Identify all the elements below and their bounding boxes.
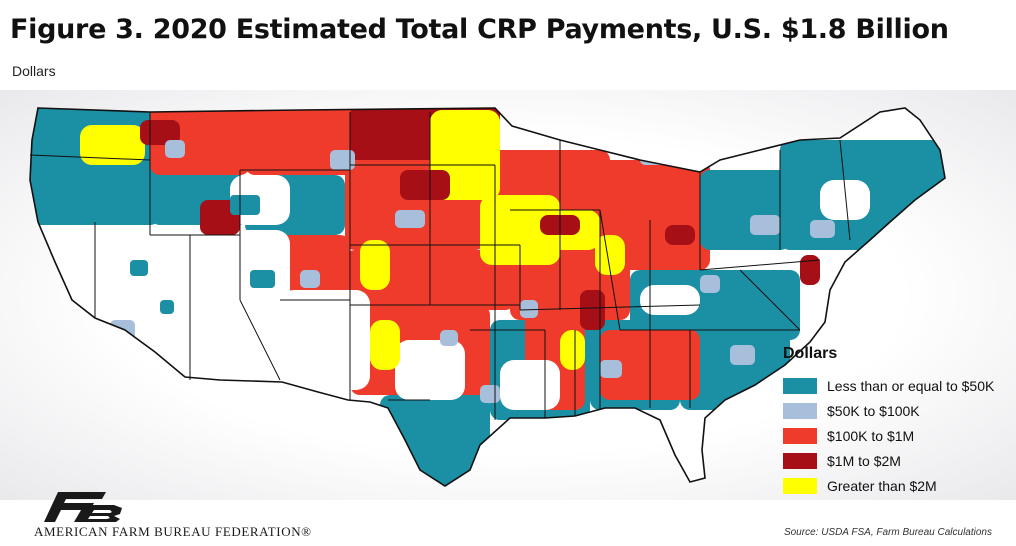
page-title: Figure 3. 2020 Estimated Total CRP Payme…	[10, 14, 949, 45]
county-patch	[380, 395, 490, 485]
county-patch	[395, 210, 425, 228]
county-patch	[640, 285, 700, 315]
county-patch	[360, 110, 430, 150]
legend-label: $1M to $2M	[827, 452, 901, 469]
county-patch	[595, 235, 625, 275]
county-patch	[730, 345, 755, 365]
county-patch	[165, 140, 185, 158]
county-patch	[400, 170, 450, 200]
organization-name: AMERICAN FARM BUREAU FEDERATION®	[34, 524, 312, 539]
county-patch	[160, 300, 174, 314]
legend-label: $50K to $100K	[827, 402, 920, 419]
source-note: Source: USDA FSA, Farm Bureau Calculatio…	[783, 527, 992, 538]
state-border	[239, 299, 281, 381]
legend-label: Less than or equal to $50K	[827, 377, 995, 394]
legend-item-1m-2m: $1M to $2M	[783, 448, 1011, 473]
county-patch	[250, 270, 275, 288]
county-patch	[330, 150, 355, 170]
map-legend: Dollars Less than or equal to $50K $50K …	[783, 345, 1011, 498]
legend-item-low: Less than or equal to $50K	[783, 373, 1011, 398]
legend-title: Dollars	[783, 345, 838, 362]
county-patch	[440, 330, 458, 346]
county-patch	[300, 270, 320, 288]
county-patch	[500, 360, 560, 410]
legend-item-100k-1m: $100K to $1M	[783, 423, 1011, 448]
county-patch	[700, 275, 720, 293]
county-patch	[480, 195, 560, 265]
legend-swatch	[783, 377, 817, 394]
county-patch	[80, 125, 145, 165]
county-patch	[110, 320, 135, 340]
page-subtitle: Dollars	[12, 63, 56, 79]
legend-item-over-2m: Greater than $2M	[783, 473, 1011, 498]
legend-item-50k-100k: $50K to $100K	[783, 398, 1011, 423]
county-patch	[130, 260, 148, 276]
county-patch	[600, 360, 622, 378]
state-borders	[29, 112, 851, 420]
state-border	[519, 304, 701, 311]
county-patch	[370, 320, 400, 370]
state-border	[599, 209, 621, 331]
county-patch	[820, 180, 870, 220]
county-patch	[245, 108, 355, 175]
afbf-logo-icon	[44, 492, 122, 522]
county-patch	[810, 220, 835, 238]
county-patch	[580, 290, 605, 330]
legend-label: $100K to $1M	[827, 427, 915, 444]
county-patch	[360, 240, 390, 290]
state-border	[29, 154, 151, 161]
county-patch	[750, 215, 780, 235]
state-border	[739, 269, 801, 331]
legend-swatch	[783, 452, 817, 469]
county-patch	[665, 225, 695, 245]
county-patch	[700, 170, 790, 250]
county-patch	[280, 290, 370, 390]
county-patch	[230, 195, 260, 215]
county-patch	[560, 330, 585, 370]
county-patch	[800, 255, 820, 285]
county-patch	[300, 175, 325, 195]
legend-swatch	[783, 477, 817, 494]
state-border	[699, 259, 821, 271]
county-patch	[395, 340, 465, 400]
legend-swatch	[783, 402, 817, 419]
county-patch	[520, 300, 538, 318]
legend-label: Greater than $2M	[827, 477, 937, 494]
county-shading	[30, 108, 945, 485]
legend-swatch	[783, 427, 817, 444]
county-patch	[480, 385, 500, 403]
state-border	[839, 139, 851, 241]
